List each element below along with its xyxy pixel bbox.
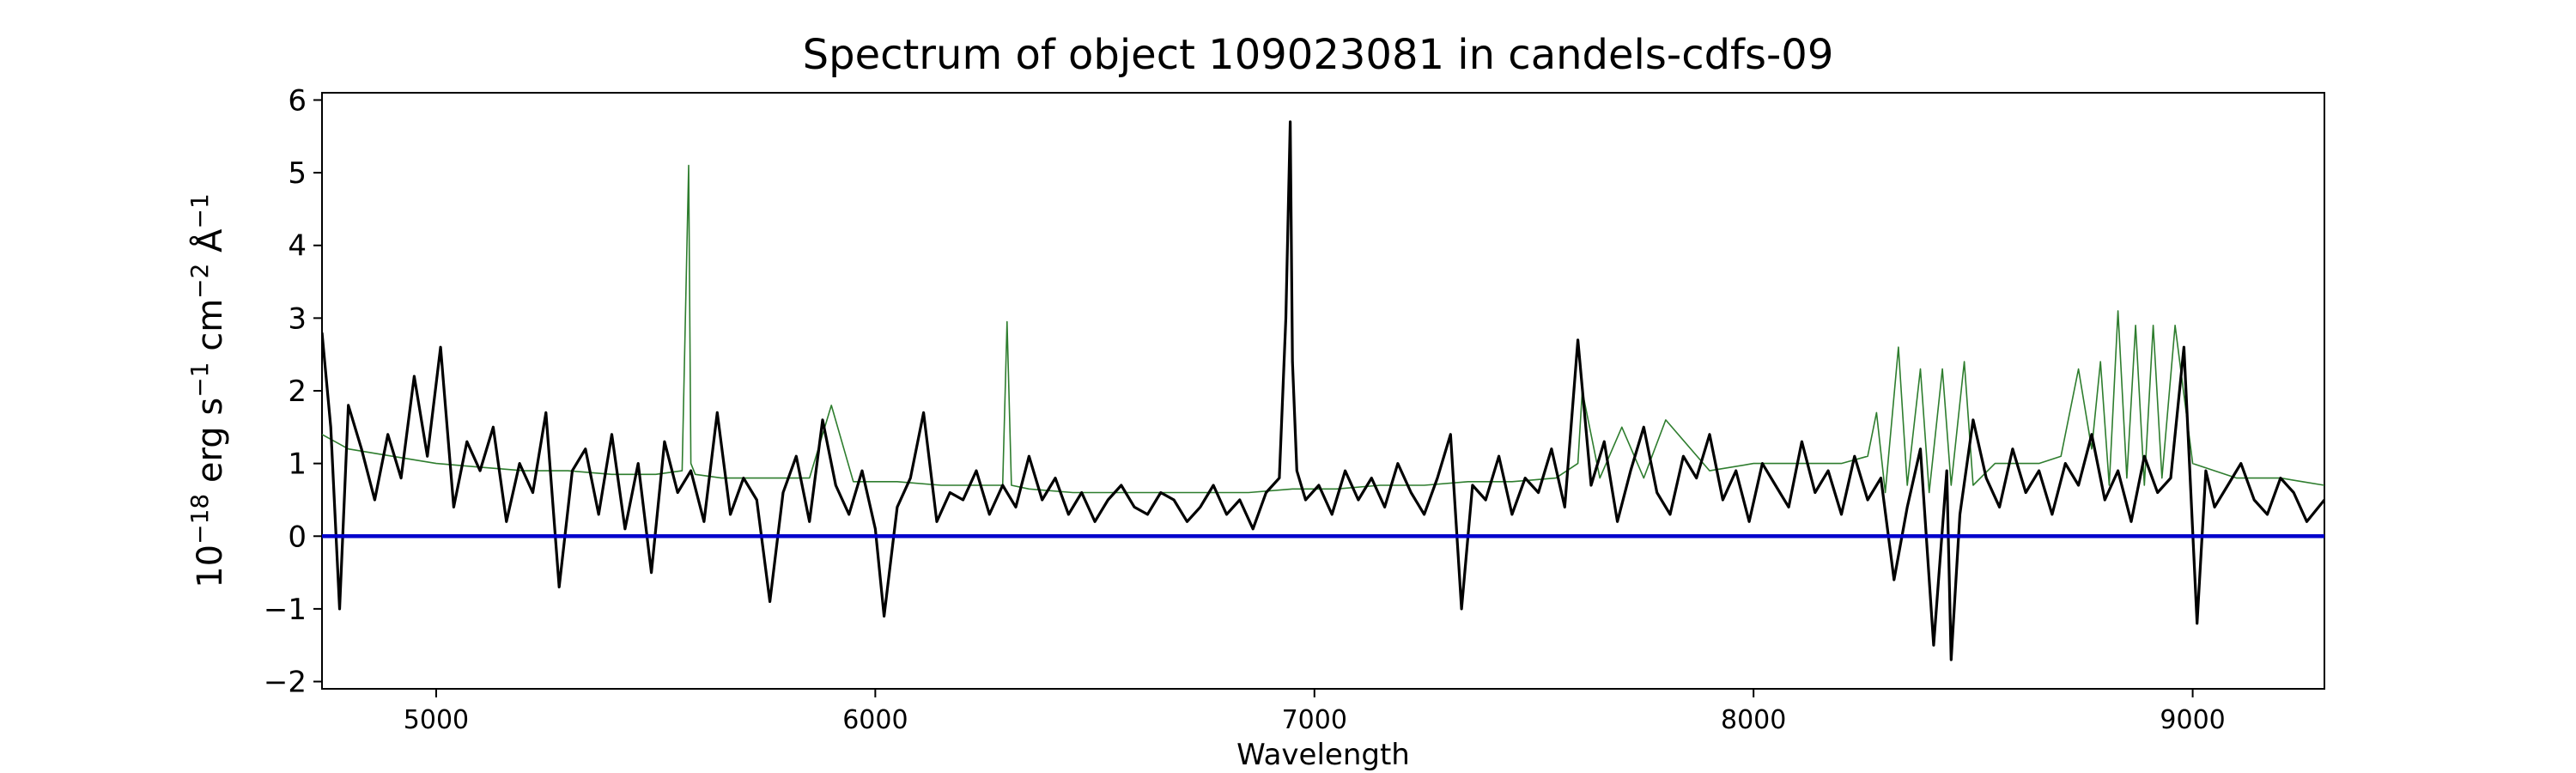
y-tick-label: 5 — [288, 156, 307, 191]
x-axis-label: Wavelength — [1236, 738, 1410, 772]
y-tick-label: 4 — [288, 229, 307, 264]
y-tick-label: 1 — [288, 447, 307, 482]
plot-frame — [321, 92, 2325, 690]
y-tick-label: 0 — [288, 520, 307, 554]
y-tick-label: 3 — [288, 301, 307, 336]
y-tick-label: 6 — [288, 83, 307, 118]
y-label-exponent: −18 — [185, 494, 214, 545]
flux-series-line — [322, 120, 2324, 661]
y-axis: −2 −1 0 1 2 3 4 5 6 — [264, 83, 322, 700]
x-tick-label: 8000 — [1721, 705, 1786, 735]
x-tick-label: 5000 — [404, 705, 469, 735]
series-layer — [322, 120, 2324, 661]
y-tick-label: −1 — [264, 593, 307, 627]
x-tick-label: 7000 — [1282, 705, 1347, 735]
y-label-cm-exp: −2 — [185, 264, 214, 299]
x-tick-label: 6000 — [842, 705, 908, 735]
y-label-unit: erg s — [191, 398, 230, 494]
model-series-line — [322, 164, 2324, 494]
x-tick-label: 9000 — [2160, 705, 2225, 735]
x-axis: 5000 6000 7000 8000 9000 — [404, 689, 2226, 735]
y-label-base: 10 — [191, 545, 230, 588]
y-label-angstrom: Å — [189, 228, 230, 264]
y-tick-label: −2 — [264, 666, 307, 700]
chart-title: Spectrum of object 109023081 in candels-… — [803, 31, 1834, 79]
y-tick-label: 2 — [288, 374, 307, 409]
y-label-s-exp: −1 — [185, 362, 214, 398]
y-label-a-exp: −1 — [185, 193, 214, 228]
y-axis-label: 10−18 erg s−1 cm−2 Å−1 — [185, 193, 230, 588]
y-label-cm: cm — [191, 299, 230, 362]
